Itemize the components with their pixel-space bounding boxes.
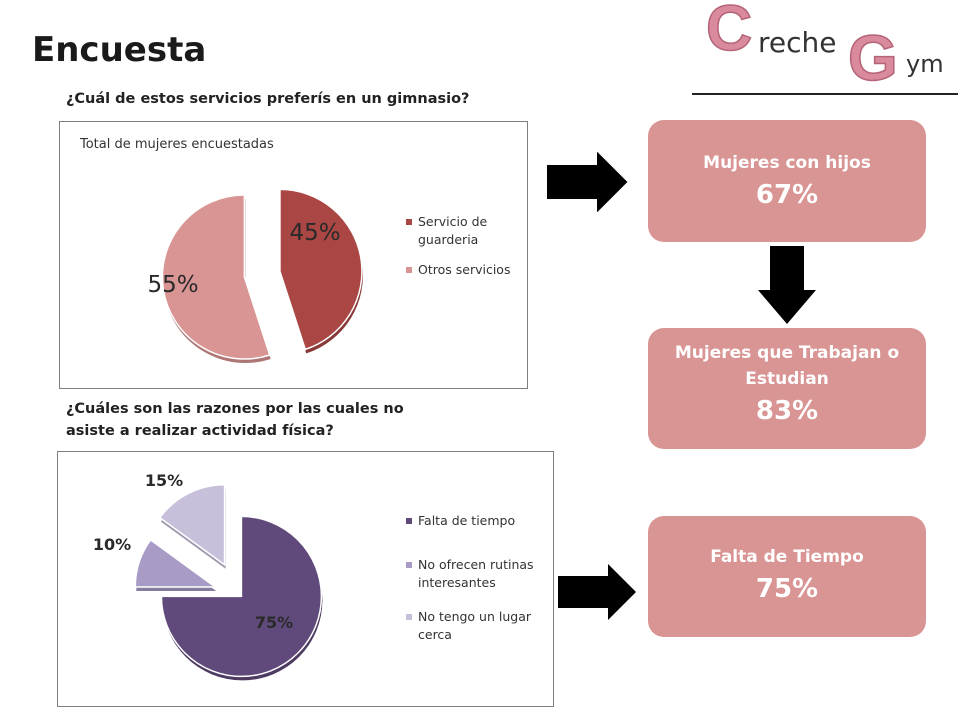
arrow-down-icon	[758, 246, 816, 324]
stat-card-value: 75%	[755, 574, 819, 604]
legend-label: cerca	[418, 627, 452, 642]
arrow-right-icon	[547, 152, 628, 212]
legend-label: No tengo un lugar	[418, 609, 532, 624]
legend-swatch	[406, 562, 412, 568]
pie-slice	[279, 188, 363, 351]
services-pie-svg: Total de mujeres encuestadas 45% 55% Servic…	[79, 137, 510, 364]
legend-label: No ofrecen rutinas	[418, 557, 534, 572]
stat-card-value: 83%	[755, 396, 819, 426]
legend-label: Falta de tiempo	[418, 513, 515, 528]
logo-text-reche: reche	[758, 26, 837, 59]
page-title: Encuesta	[32, 30, 207, 70]
legend-swatch	[406, 614, 412, 620]
stat-card-label: Mujeres que Trabajan o Estudian	[674, 343, 900, 389]
logo-letter-g: G	[848, 22, 898, 94]
stat-card-working: Mujeres que Trabajan o Estudian 83%	[648, 328, 926, 449]
pie-data-label: 75%	[255, 613, 293, 632]
logo-text-ym: ym	[906, 50, 944, 78]
legend-label: Servicio de	[418, 214, 488, 229]
pie-data-label: 15%	[145, 471, 183, 490]
legend-label: interesantes	[418, 575, 496, 590]
arrow-right-icon	[558, 564, 636, 620]
pie-data-label: 45%	[289, 220, 340, 246]
pie-data-label: 10%	[93, 535, 131, 554]
pie-slice	[161, 194, 271, 360]
logo-underline	[692, 93, 958, 95]
chart-title: Total de mujeres encuestadas	[79, 137, 274, 152]
stat-card-mothers: Mujeres con hijos 67%	[648, 120, 926, 242]
question-reasons: ¿Cuáles son las razones por las cuales n…	[66, 401, 404, 439]
legend-label: Otros servicios	[418, 262, 510, 277]
stat-card-value: 67%	[755, 180, 819, 210]
stat-card-no-time: Falta de Tiempo 75%	[648, 516, 926, 637]
legend-swatch	[406, 267, 412, 273]
legend-label: guarderia	[418, 232, 478, 247]
stat-card-label: Falta de Tiempo	[710, 547, 864, 567]
pie-slice	[160, 515, 323, 678]
pie-data-label: 55%	[147, 272, 198, 298]
legend-swatch	[406, 518, 412, 524]
legend-swatch	[406, 219, 412, 225]
reasons-pie-chart: 75% 10% 15% Falta de tiempo No ofrecen rutin…	[57, 451, 554, 707]
pie-slice	[158, 483, 226, 567]
pie-slice	[134, 538, 218, 588]
stat-card-label: Mujeres con hijos	[703, 153, 871, 173]
reasons-pie-svg: 75% 10% 15% Falta de tiempo No ofrecen rutin…	[93, 471, 534, 681]
creche-gym-logo: C reche G ym	[705, 0, 944, 95]
question-services: ¿Cuál de estos servicios preferís en un …	[66, 91, 470, 107]
logo-letter-c: C	[706, 0, 752, 64]
services-pie-chart: Total de mujeres encuestadas 45% 55% Servic…	[59, 121, 528, 389]
